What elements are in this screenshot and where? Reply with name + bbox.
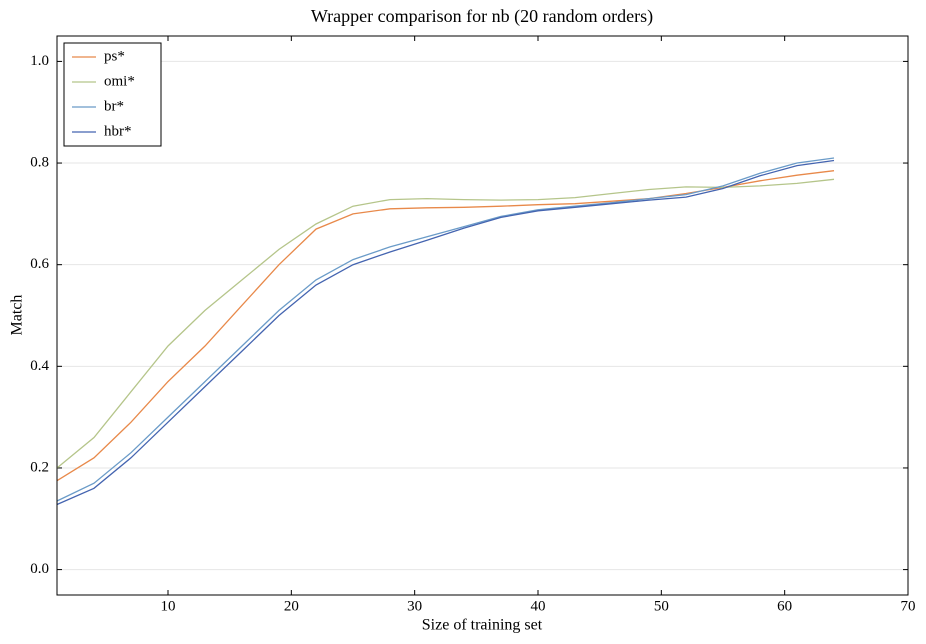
x-tick-label: 60 xyxy=(777,598,792,614)
y-tick-label: 0.6 xyxy=(30,256,49,272)
series-line xyxy=(56,178,835,469)
y-axis-label: Match xyxy=(9,295,26,336)
legend-box xyxy=(63,42,162,147)
y-tick-label: 0.0 xyxy=(30,561,49,577)
x-tick-label: 30 xyxy=(407,598,422,614)
series-line xyxy=(56,170,835,482)
x-axis-label: Size of training set xyxy=(422,617,543,634)
legend-label: hbr* xyxy=(104,123,132,139)
legend-label: br* xyxy=(104,98,124,114)
chart-title: Wrapper comparison for nb (20 random ord… xyxy=(311,6,653,27)
y-tick-label: 0.8 xyxy=(30,154,49,170)
x-tick-label: 70 xyxy=(901,598,916,614)
legend: ps* omi* br* hbr* xyxy=(63,42,162,147)
legend-label: omi* xyxy=(104,73,135,89)
x-tick-label: 10 xyxy=(161,598,176,614)
x-tick-label: 20 xyxy=(284,598,299,614)
y-tick-label: 0.4 xyxy=(30,358,49,374)
series-line xyxy=(56,157,835,502)
series-line xyxy=(56,159,835,506)
x-tick-label: 40 xyxy=(531,598,546,614)
x-tick-label: 50 xyxy=(654,598,669,614)
legend-label: ps* xyxy=(104,48,125,64)
plot-frame xyxy=(56,35,909,596)
y-tick-label: 1.0 xyxy=(30,53,49,69)
y-tick-label: 0.2 xyxy=(30,459,49,475)
